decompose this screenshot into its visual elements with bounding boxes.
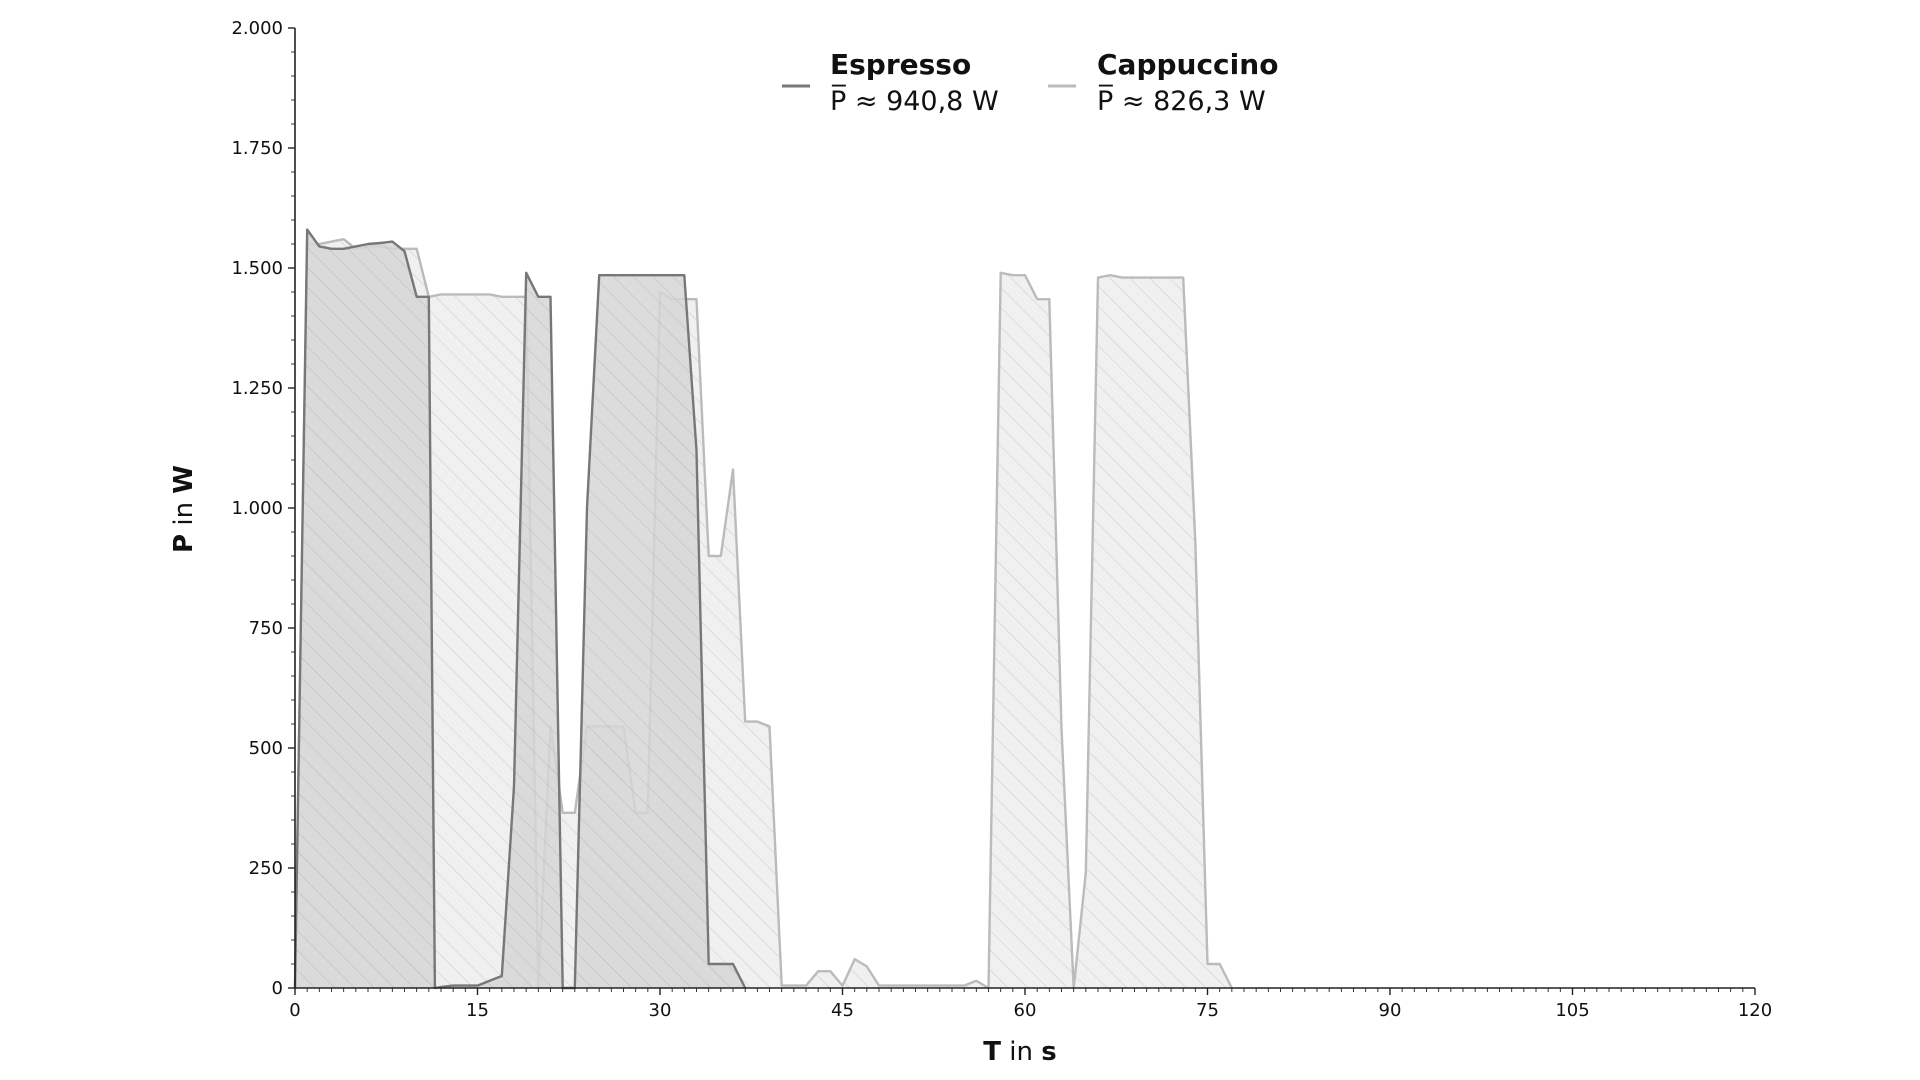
x-axis-title: T in s — [983, 1037, 1056, 1067]
y-axis-title-symbol: P — [169, 534, 199, 553]
y-axis-title: P in W — [169, 465, 199, 553]
y-tick-label: 0 — [272, 978, 283, 999]
y-axis-title-in: in — [169, 494, 199, 534]
y-tick-label: 2.000 — [231, 18, 283, 39]
series-cappuccino — [293, 237, 1233, 990]
x-axis-title-symbol: T — [983, 1037, 1001, 1067]
legend-item-cappuccino: Cappuccino P̅ ≈ 826,3 W — [1048, 48, 1278, 117]
y-axis-title-unit: W — [169, 465, 199, 494]
y-tick-label: 500 — [249, 738, 283, 759]
legend: Espresso P̅ ≈ 940,8 W Cappuccino P̅ ≈ 82… — [782, 48, 1278, 117]
x-axis: 0 15 30 45 60 75 90 105 120 — [289, 987, 1772, 1021]
series-espresso — [293, 228, 747, 990]
x-axis-title-in: in — [1001, 1037, 1041, 1067]
y-tick-label: 250 — [249, 858, 283, 879]
y-tick-label: 1.500 — [231, 258, 283, 279]
legend-label-espresso: Espresso — [830, 48, 971, 81]
y-tick-label: 1.000 — [231, 498, 283, 519]
legend-label-cappuccino: Cappuccino — [1097, 48, 1278, 81]
x-tick-label: 75 — [1196, 1000, 1219, 1021]
legend-mean-espresso: P̅ ≈ 940,8 W — [830, 85, 999, 117]
x-tick-label: 0 — [289, 1000, 300, 1021]
x-tick-label: 45 — [831, 1000, 854, 1021]
x-tick-label: 105 — [1555, 1000, 1589, 1021]
line-cappuccino — [293, 237, 1233, 990]
line-espresso — [293, 228, 747, 990]
y-tick-label: 750 — [249, 618, 283, 639]
legend-item-espresso: Espresso P̅ ≈ 940,8 W — [782, 48, 999, 117]
x-tick-label: 120 — [1738, 1000, 1772, 1021]
y-tick-label: 1.250 — [231, 378, 283, 399]
y-axis: 0 250 500 750 1.000 1.250 1.500 1.750 2.000 — [231, 18, 296, 999]
y-tick-label: 1.750 — [231, 138, 283, 159]
area-hatch-espresso — [295, 229, 746, 989]
x-tick-label: 60 — [1014, 1000, 1037, 1021]
x-tick-label: 15 — [466, 1000, 489, 1021]
legend-mean-cappuccino: P̅ ≈ 826,3 W — [1097, 85, 1266, 117]
series-areas — [293, 228, 1233, 990]
x-axis-title-unit: s — [1041, 1037, 1056, 1067]
x-tick-label: 30 — [649, 1000, 672, 1021]
x-tick-label: 90 — [1379, 1000, 1402, 1021]
